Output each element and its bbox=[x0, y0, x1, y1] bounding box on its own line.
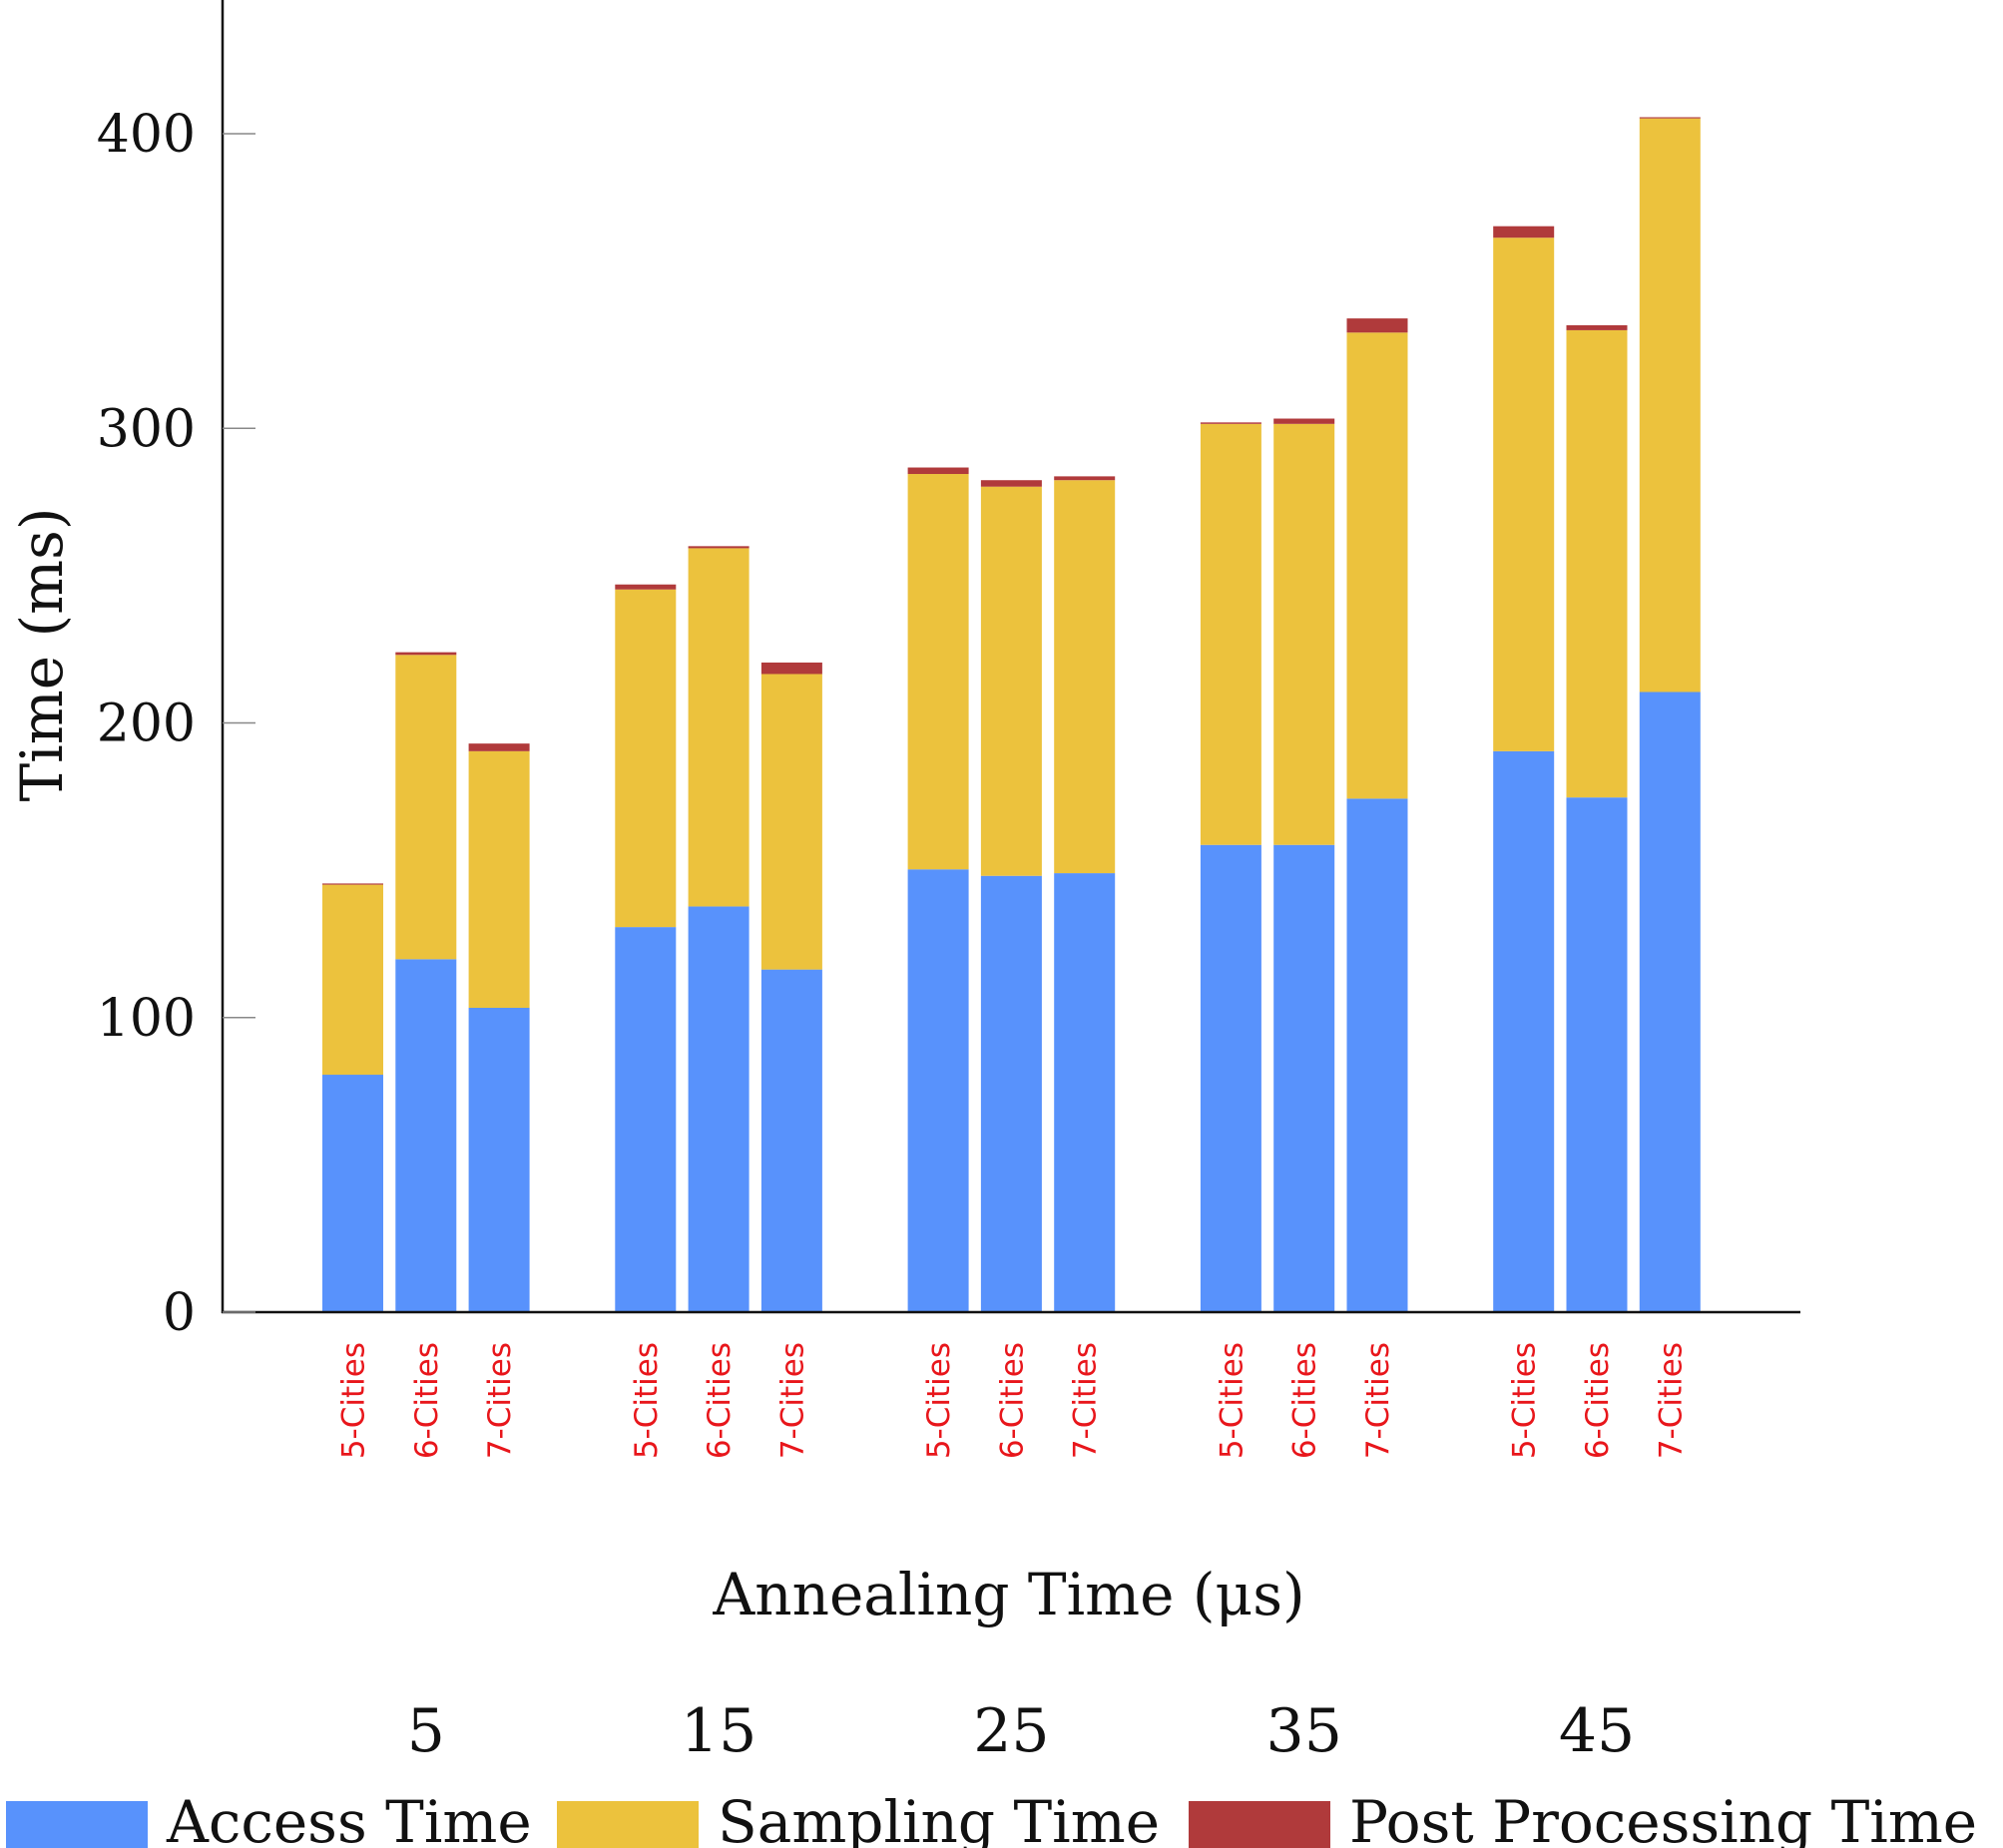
bar-sampling-time-35-6-cities bbox=[1273, 423, 1335, 845]
bar-access-time-15-7-cities bbox=[760, 969, 822, 1312]
bar-post-processing-time-5-5-cities bbox=[322, 883, 383, 885]
bar-post-processing-time-5-6-cities bbox=[395, 652, 457, 656]
bar-post-processing-time-45-6-cities bbox=[1566, 324, 1628, 330]
group-label: 25 bbox=[973, 1696, 1049, 1766]
bar-post-processing-time-35-7-cities bbox=[1346, 318, 1408, 333]
bar-access-time-25-6-cities bbox=[980, 875, 1042, 1312]
bar-sampling-time-5-6-cities bbox=[395, 655, 457, 960]
bar-access-time-5-5-cities bbox=[322, 1075, 383, 1312]
legend-label: Access Time bbox=[166, 1788, 532, 1848]
legend-swatch bbox=[557, 1801, 699, 1848]
bar-access-time-5-6-cities bbox=[395, 959, 457, 1312]
category-label: 7-Cities bbox=[1068, 1342, 1104, 1459]
category-labels: 5-Cities 6-Cities 7-Cities 5-Cities 6-Cities… bbox=[336, 1342, 1690, 1459]
y-tick-label: 200 bbox=[97, 694, 196, 754]
group-labels: 5 15 25 35 45 bbox=[407, 1696, 1635, 1766]
bar-post-processing-time-25-6-cities bbox=[980, 480, 1042, 487]
bar-post-processing-time-15-5-cities bbox=[615, 584, 677, 590]
group-label: 45 bbox=[1559, 1696, 1635, 1766]
bar-access-time-15-5-cities bbox=[615, 927, 677, 1312]
legend-label: Post Processing Time bbox=[1349, 1788, 1977, 1848]
bar-sampling-time-15-7-cities bbox=[760, 674, 822, 970]
bar-access-time-35-7-cities bbox=[1346, 798, 1408, 1312]
bar-sampling-time-45-5-cities bbox=[1493, 237, 1555, 751]
bar-post-processing-time-35-6-cities bbox=[1273, 418, 1335, 424]
bar-access-time-25-7-cities bbox=[1054, 873, 1116, 1312]
bar-sampling-time-15-6-cities bbox=[688, 548, 750, 907]
category-label: 7-Cities bbox=[1360, 1342, 1396, 1459]
bar-access-time-25-5-cities bbox=[907, 869, 969, 1312]
bar-sampling-time-25-6-cities bbox=[980, 486, 1042, 876]
bar-sampling-time-5-5-cities bbox=[322, 884, 383, 1076]
bar-post-processing-time-25-5-cities bbox=[907, 467, 969, 475]
category-label: 7-Cities bbox=[774, 1342, 810, 1459]
bar-access-time-35-5-cities bbox=[1200, 844, 1261, 1312]
bar-post-processing-time-15-7-cities bbox=[760, 662, 822, 675]
bar-sampling-time-15-5-cities bbox=[615, 589, 677, 928]
category-label: 5-Cities bbox=[1507, 1342, 1543, 1459]
category-label: 5-Cities bbox=[336, 1342, 372, 1459]
bar-sampling-time-35-7-cities bbox=[1346, 332, 1408, 799]
y-tick-label: 100 bbox=[97, 989, 196, 1049]
legend-swatch bbox=[6, 1801, 148, 1848]
category-label: 5-Cities bbox=[1214, 1342, 1250, 1459]
bar-sampling-time-45-6-cities bbox=[1566, 329, 1628, 798]
bar-post-processing-time-45-5-cities bbox=[1493, 226, 1555, 238]
y-tick-label: 0 bbox=[163, 1283, 196, 1343]
category-label: 5-Cities bbox=[629, 1342, 665, 1459]
category-label: 7-Cities bbox=[1653, 1342, 1689, 1459]
y-tick-label: 300 bbox=[97, 399, 196, 459]
bar-sampling-time-25-7-cities bbox=[1054, 480, 1116, 874]
legend-swatch bbox=[1189, 1801, 1330, 1848]
bar-sampling-time-45-7-cities bbox=[1639, 118, 1701, 693]
category-label: 6-Cities bbox=[702, 1342, 738, 1459]
category-label: 6-Cities bbox=[1287, 1342, 1323, 1459]
bar-access-time-45-6-cities bbox=[1566, 797, 1628, 1312]
bar-post-processing-time-35-5-cities bbox=[1200, 422, 1261, 424]
bar-access-time-5-7-cities bbox=[468, 1008, 530, 1312]
bar-sampling-time-25-5-cities bbox=[907, 474, 969, 870]
group-label: 35 bbox=[1266, 1696, 1342, 1766]
bar-post-processing-time-5-7-cities bbox=[468, 743, 530, 751]
bar-access-time-45-5-cities bbox=[1493, 750, 1555, 1312]
bars bbox=[322, 117, 1701, 1312]
group-label: 5 bbox=[407, 1696, 445, 1766]
bar-sampling-time-5-7-cities bbox=[468, 750, 530, 1009]
y-ticks: 0 100 200 300 400 bbox=[97, 105, 255, 1343]
bar-access-time-45-7-cities bbox=[1639, 692, 1701, 1312]
bar-sampling-time-35-5-cities bbox=[1200, 423, 1261, 845]
legend-label: Sampling Time bbox=[718, 1788, 1160, 1848]
bar-post-processing-time-25-7-cities bbox=[1054, 476, 1116, 481]
group-label: 15 bbox=[681, 1696, 756, 1766]
category-label: 6-Cities bbox=[1580, 1342, 1616, 1459]
bar-access-time-15-6-cities bbox=[688, 906, 750, 1312]
category-label: 7-Cities bbox=[482, 1342, 518, 1459]
legend: Access Time Sampling Time Post Processing … bbox=[6, 1788, 1977, 1848]
bar-access-time-35-6-cities bbox=[1273, 844, 1335, 1312]
bar-post-processing-time-45-7-cities bbox=[1639, 117, 1701, 119]
category-label: 6-Cities bbox=[994, 1342, 1030, 1459]
x-axis-label: Annealing Time (μs) bbox=[712, 1561, 1304, 1628]
y-axis-label: Time (ms) bbox=[8, 507, 76, 801]
bar-post-processing-time-15-6-cities bbox=[688, 546, 750, 549]
category-label: 6-Cities bbox=[409, 1342, 445, 1459]
category-label: 5-Cities bbox=[921, 1342, 957, 1459]
y-tick-label: 400 bbox=[97, 105, 196, 165]
